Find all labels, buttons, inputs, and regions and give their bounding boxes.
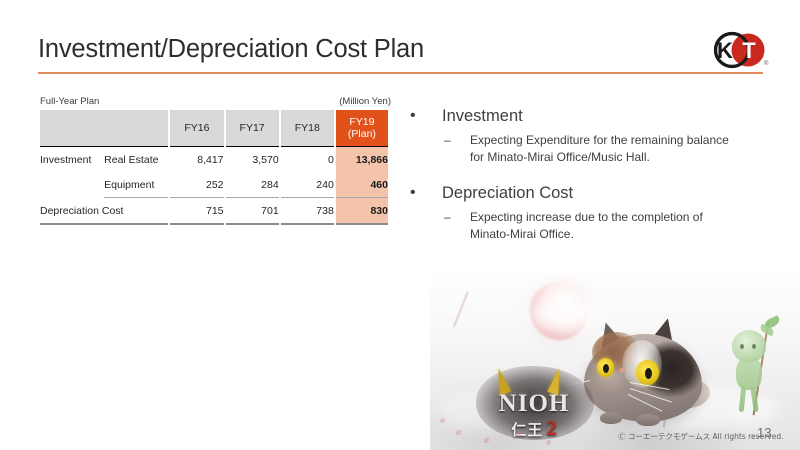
table-row: Investment Real Estate 8,417 3,570 0 13,… (40, 147, 388, 172)
kodama-eye-left (740, 344, 744, 349)
cost-table-area: Full-Year Plan (Million Yen) FY16 FY17 F… (40, 96, 392, 225)
title-block: Investment/Depreciation Cost Plan (38, 33, 698, 65)
row-label-real-estate: Real Estate (104, 153, 159, 166)
table-header-row: FY16 FY17 FY18 FY19 (Plan) (40, 110, 388, 147)
bullet-list: • Investment – Expecting Expenditure for… (408, 105, 793, 259)
header-fy19-line1: FY19 (349, 115, 375, 128)
table-caption-left: Full-Year Plan (40, 96, 100, 107)
bullet-dash-icon: – (444, 210, 451, 224)
bullet-sub-investment: – Expecting Expenditure for the remainin… (408, 132, 793, 165)
kodama-head (732, 330, 766, 362)
cat-pupil-left (603, 364, 609, 373)
header-cell-fy17: FY17 (225, 110, 279, 147)
bullet-sub-line1: Expecting Expenditure for the remaining … (470, 133, 729, 147)
nioh-title-number: 2 (546, 416, 557, 440)
header-cell-fy19: FY19 (Plan) (335, 110, 388, 147)
cell-real-estate-fy17: 3,570 (252, 153, 279, 166)
bullet-group-investment: • Investment – Expecting Expenditure for… (408, 105, 793, 165)
cell-real-estate-fy19: 13,866 (335, 147, 388, 172)
cat-creature (568, 306, 712, 426)
cell-equipment-fy16: 252 (170, 172, 224, 198)
bullet-heading-text: Investment (442, 107, 523, 125)
table-caption-units: (Million Yen) (339, 96, 391, 107)
cat-foot-left (600, 412, 622, 424)
nioh-title-latin: NIOH (498, 390, 570, 417)
cell-depreciation-fy17: 701 (225, 198, 279, 225)
cell-equipment-fy18: 240 (280, 172, 334, 198)
nioh-title-kanji: 仁王 (511, 421, 544, 439)
petal-decoration (516, 432, 521, 437)
petal-decoration (440, 418, 445, 423)
header-cell-fy18: FY18 (280, 110, 334, 147)
cell-equipment-fy19: 460 (335, 172, 388, 198)
kodama-sprite (730, 315, 786, 430)
kt-logo-svg: K T ® (713, 31, 769, 69)
bullet-dash-icon: – (444, 133, 451, 147)
row-label-equipment: Equipment (104, 172, 169, 198)
petal-decoration (484, 438, 489, 443)
petal-decoration (456, 430, 461, 435)
cat-foot-right (636, 414, 660, 426)
table-row: Depreciation Cost 715 701 738 830 (40, 198, 388, 225)
svg-text:T: T (742, 38, 756, 63)
kt-logo: K T ® (711, 31, 769, 69)
svg-text:®: ® (764, 60, 769, 67)
nioh-logo-smoke (476, 366, 594, 440)
page-title: Investment/Depreciation Cost Plan (38, 35, 425, 63)
row-label-investment: Investment (40, 153, 92, 166)
header-cell-blank (40, 110, 169, 147)
cell-real-estate-fy18: 0 (327, 153, 334, 166)
bullet-heading-text: Depreciation Cost (442, 184, 574, 202)
bullet-sub-line2: Minato-Mirai Office. (470, 226, 574, 241)
bullet-heading-depreciation: • Depreciation Cost (408, 182, 793, 204)
bullet-sub-line2: for Minato-Mirai Office/Music Hall. (470, 149, 650, 164)
table-row: Equipment 252 284 240 460 (40, 172, 388, 198)
cost-table: FY16 FY17 FY18 FY19 (Plan) Investment Re… (38, 110, 390, 225)
bullet-sub-line1: Expecting increase due to the completion… (470, 210, 703, 224)
title-divider (38, 72, 763, 74)
cell-depreciation-fy19: 830 (335, 198, 388, 225)
petal-decoration (546, 440, 551, 445)
nioh-logo: NIOH 仁王 2 (470, 366, 598, 440)
svg-text:K: K (717, 38, 733, 63)
cell-equipment-fy17: 284 (225, 172, 279, 198)
page-number: 13 (757, 425, 772, 440)
kodama-eye-right (752, 344, 756, 349)
copyright-text: Ⓒ コーエーテクモゲームス All rights reserved. (618, 432, 784, 441)
cat-nose (619, 368, 626, 373)
nioh-title-kanji-row: 仁王 2 (470, 416, 598, 441)
bullet-dot-icon: • (410, 184, 416, 201)
header-cell-fy16: FY16 (170, 110, 224, 147)
bullet-dot-icon: • (410, 107, 416, 124)
bullet-heading-investment: • Investment (408, 105, 793, 127)
header-fy19-line2: (Plan) (347, 128, 376, 140)
cat-pupil-right (645, 368, 652, 379)
bullet-group-depreciation: • Depreciation Cost – Expecting increase… (408, 182, 793, 242)
cell-depreciation-fy18: 738 (280, 198, 334, 225)
mist-cloud (526, 298, 606, 332)
cell-real-estate-fy16: 8,417 (197, 153, 224, 166)
cell-depreciation-fy16: 715 (170, 198, 224, 225)
row-label-depreciation-cost: Depreciation Cost (40, 198, 169, 225)
row-label-blank (40, 172, 102, 198)
table-captions: Full-Year Plan (Million Yen) (40, 96, 392, 110)
bullet-sub-depreciation: – Expecting increase due to the completi… (408, 209, 793, 242)
game-artwork: NIOH 仁王 2 (430, 268, 800, 450)
